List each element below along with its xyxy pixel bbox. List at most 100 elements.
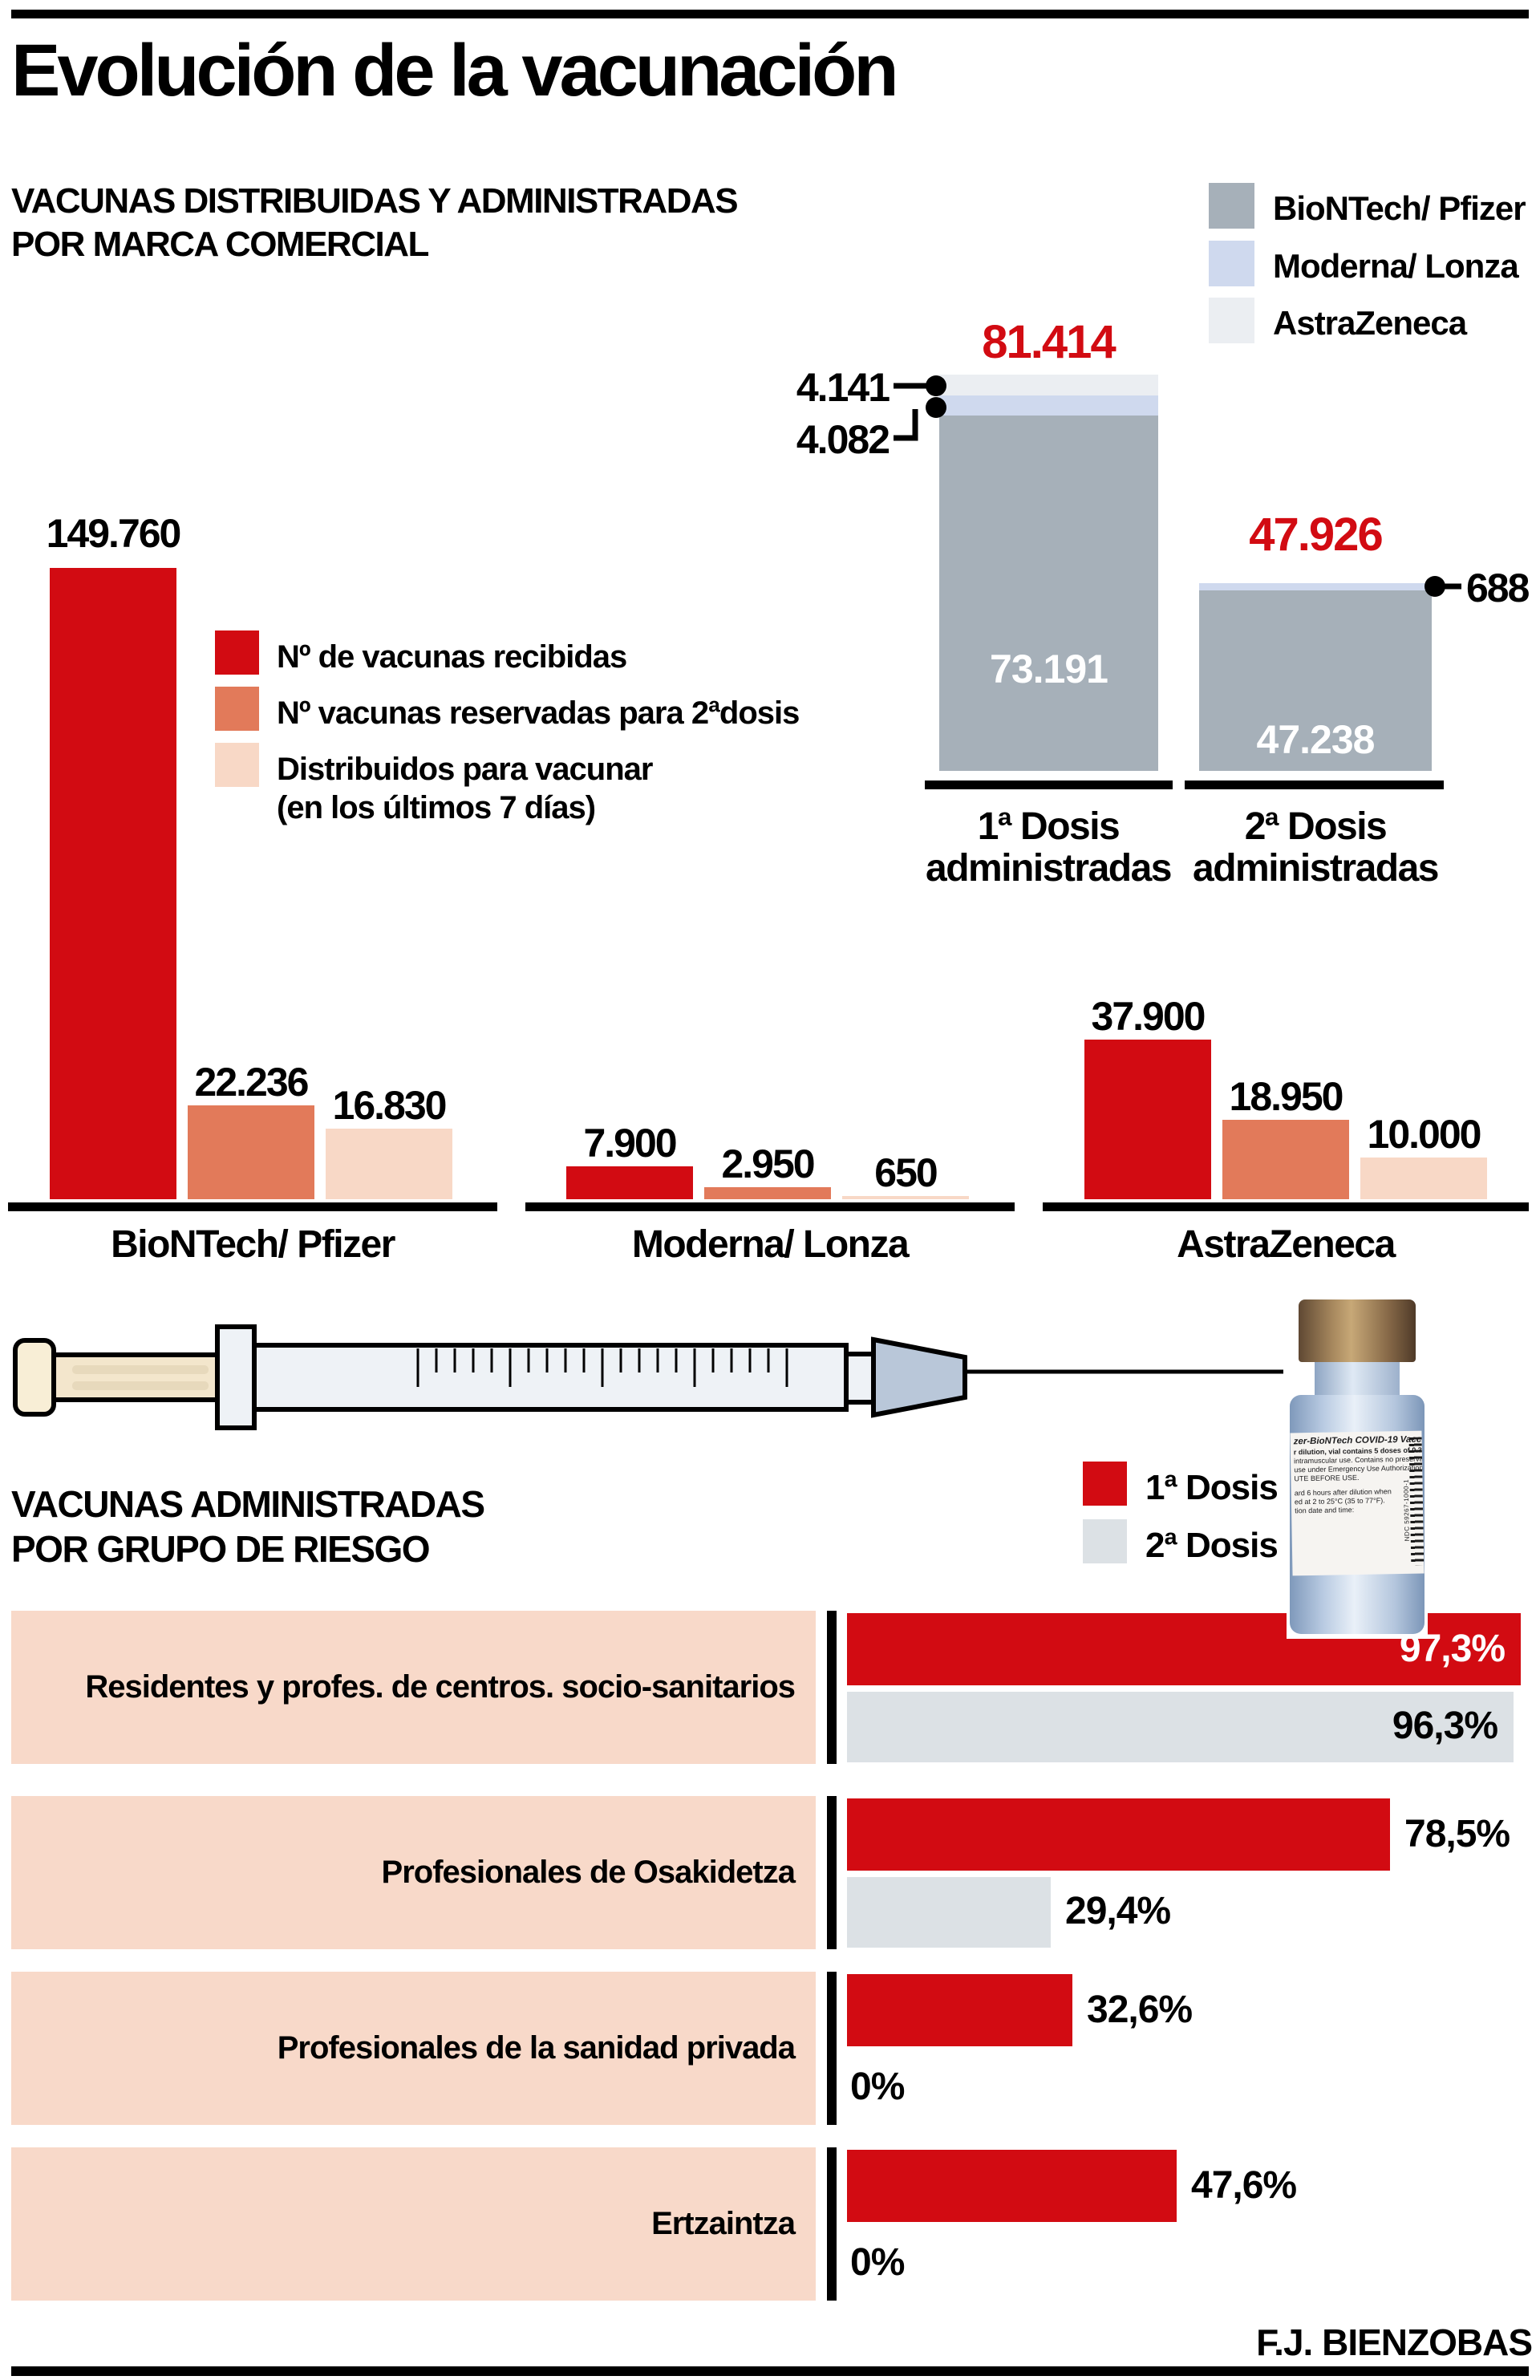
- risk-dose2-bar: [847, 1692, 1514, 1762]
- risk-dose1-bar: [847, 1974, 1072, 2046]
- biontech-reservadas-value: 22.236: [194, 1060, 310, 1105]
- dose1-legend-label: 1ª Dosis: [1145, 1468, 1279, 1507]
- risk-dose1-value: 32,6%: [1087, 1989, 1193, 2031]
- section1-heading-line2: POR MARCA COMERCIAL: [11, 225, 429, 264]
- astrazeneca-recibidas-value: 37.900: [1091, 994, 1206, 1039]
- vial-ndc-code: NDC 59267-1000-1: [1402, 1478, 1411, 1542]
- risk-dose2-value: 0%: [850, 2066, 905, 2108]
- vial-label: zer-BioNTech COVID-19 Vaccine r dilution…: [1290, 1430, 1424, 1576]
- moderna-reservadas-value: 2.950: [721, 1141, 815, 1186]
- dose2-total: 47.926: [1249, 509, 1383, 561]
- dose2-axis-label-line2: administradas: [1193, 847, 1439, 890]
- risk-row-label-box: [11, 1796, 816, 1949]
- brand-legend-label: BioNTech/ Pfizer: [1273, 189, 1526, 227]
- biontech-reservadas-bar: [188, 1105, 314, 1199]
- bar-legend-label-line2: (en los últimos 7 días): [277, 790, 596, 825]
- astrazeneca-reservadas-value: 18.950: [1229, 1074, 1344, 1119]
- risk-dose2-value: 29,4%: [1065, 1890, 1171, 1932]
- risk-row-divider: [827, 2147, 837, 2301]
- syringe-plunger-cap: [13, 1338, 56, 1417]
- section1-heading-line1: VACUNAS DISTRIBUIDAS Y ADMINISTRADAS: [11, 181, 739, 221]
- biontech-axis: [8, 1202, 497, 1211]
- syringe-tip-cone: [871, 1336, 967, 1418]
- vial-cap: [1299, 1299, 1416, 1362]
- astrazeneca-distribuidas-value: 10.000: [1367, 1112, 1482, 1157]
- risk-dose2-bar: [847, 1877, 1051, 1948]
- moderna-swatch-icon: [1209, 241, 1254, 286]
- dose1-moderna-value: 4.082: [796, 417, 890, 462]
- moderna-distribuidas-value: 650: [874, 1150, 938, 1195]
- risk-dose1-bar: [847, 1798, 1390, 1871]
- risk-row-divider: [827, 1796, 837, 1949]
- syringe-collar: [844, 1352, 876, 1405]
- risk-dose2-value: 96,3%: [1392, 1705, 1498, 1747]
- section2-heading-line1: VACUNAS ADMINISTRADAS: [11, 1483, 485, 1525]
- risk-row-label: Profesionales de la sanidad privada: [277, 2030, 796, 2066]
- astrazeneca-axis: [1043, 1202, 1529, 1211]
- brand-legend-label: Moderna/ Lonza: [1273, 247, 1519, 285]
- vial-label-line: tion date and time:: [1295, 1506, 1355, 1515]
- risk-row-label: Residentes y profes. de centros. socio-s…: [85, 1669, 796, 1705]
- moderna-group-label: Moderna/ Lonza: [631, 1223, 910, 1266]
- moderna-axis: [525, 1202, 1015, 1211]
- vial-barcode-icon: [1408, 1437, 1424, 1566]
- syringe-flange: [215, 1324, 257, 1430]
- section2-heading-line2: POR GRUPO DE RIESGO: [11, 1528, 431, 1570]
- risk-dose1-value: 47,6%: [1191, 2164, 1297, 2207]
- bar-legend-label: Nº de vacunas recibidas: [277, 639, 627, 675]
- risk-dose1-bar: [847, 2150, 1177, 2222]
- risk-dose1-value: 78,5%: [1404, 1813, 1510, 1855]
- moderna-reservadas-bar: [704, 1187, 831, 1199]
- dose1-axis-label: 1ª Dosis administradas: [888, 806, 1209, 890]
- page-title: Evolución de la vacunación: [11, 30, 899, 111]
- biontech-recibidas-bar: [50, 568, 176, 1199]
- dose1-total: 81.414: [982, 316, 1116, 368]
- dose1-swatch-icon: [1083, 1462, 1127, 1506]
- risk-row-divider: [827, 1972, 837, 2125]
- dose1-segment-biontech: [939, 416, 1158, 771]
- risk-dose2-value: 0%: [850, 2241, 905, 2284]
- moderna-distribuidas-bar: [842, 1196, 969, 1199]
- bar-legend-label-line1: Distribuidos para vacunar: [277, 752, 653, 787]
- credit-byline: F.J. BIENZOBAS: [1256, 2321, 1533, 2363]
- risk-row-label: Profesionales de Osakidetza: [381, 1855, 796, 1890]
- vial-label-title: zer-BioNTech COVID-19 Vaccine: [1293, 1434, 1424, 1447]
- dose1-segment-astrazeneca: [939, 375, 1158, 395]
- moderna-recibidas-value: 7.900: [583, 1121, 677, 1166]
- risk-row-divider: [827, 1611, 837, 1764]
- dose2-segment-biontech: [1199, 590, 1432, 771]
- dose1-axis-label-line2: administradas: [926, 847, 1172, 890]
- biontech-distribuidas-bar: [326, 1129, 452, 1199]
- syringe-illustration: [13, 1324, 1283, 1430]
- biontech-swatch-icon: [1209, 183, 1254, 229]
- bottom-rule: [11, 2366, 1529, 2376]
- syringe-scale-ticks: [416, 1348, 788, 1387]
- risk-row-label: Ertzaintza: [651, 2206, 796, 2241]
- biontech-distribuidas-value: 16.830: [332, 1083, 448, 1128]
- astrazeneca-reservadas-bar: [1222, 1120, 1349, 1199]
- dose2-legend-label: 2ª Dosis: [1145, 1526, 1279, 1565]
- bar-legend-label: Nº vacunas reservadas para 2ªdosis: [277, 695, 800, 731]
- biontech-recibidas-value: 149.760: [46, 511, 182, 556]
- distribuidas-swatch-icon: [215, 743, 259, 787]
- recibidas-swatch-icon: [215, 630, 259, 675]
- top-rule: [11, 10, 1529, 18]
- risk-row-label-box: [11, 1611, 816, 1764]
- dose2-swatch-icon: [1083, 1519, 1127, 1563]
- dose2-axis-label-line1: 2ª Dosis: [1244, 805, 1388, 848]
- dose2-axis-label: 2ª Dosis administradas: [1155, 806, 1476, 890]
- astrazeneca-group-label: AstraZeneca: [1177, 1223, 1396, 1266]
- dose2-segment-moderna: [1199, 583, 1432, 590]
- dose2-moderna-value: 688: [1466, 566, 1530, 610]
- reservadas-swatch-icon: [215, 687, 259, 731]
- risk-row-label-box: [11, 2147, 816, 2301]
- astrazeneca-distribuidas-bar: [1360, 1158, 1487, 1199]
- syringe-barrel: [252, 1343, 849, 1412]
- dose1-axis: [925, 780, 1173, 789]
- moderna-recibidas-bar: [566, 1166, 693, 1199]
- dose2-axis: [1185, 780, 1444, 789]
- risk-row-label-box: [11, 1972, 816, 2125]
- vial-photo: zer-BioNTech COVID-19 Vaccine r dilution…: [1287, 1295, 1428, 1639]
- syringe-plunger-rod: [51, 1352, 223, 1402]
